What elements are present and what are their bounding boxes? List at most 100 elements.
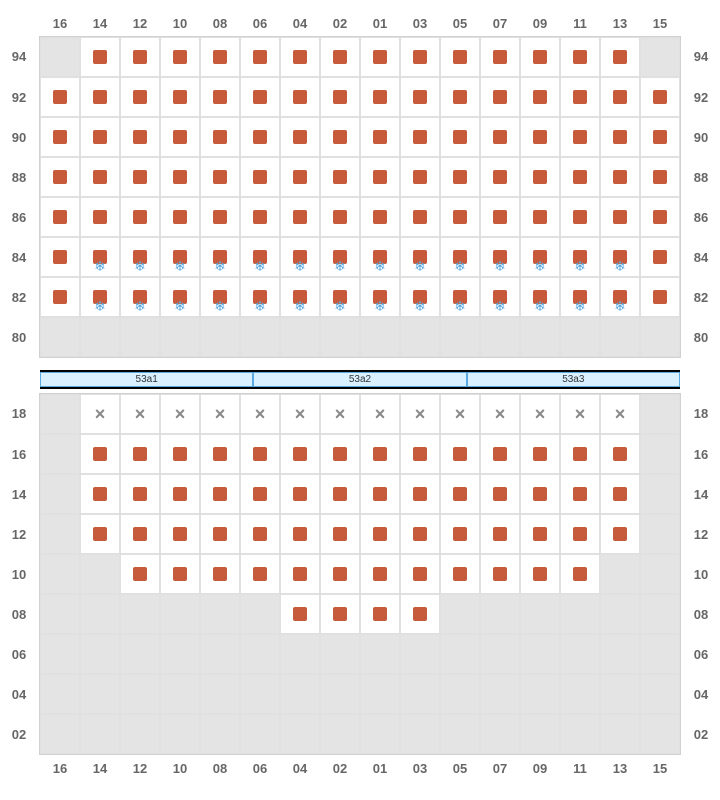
seat-cell[interactable] — [320, 37, 360, 77]
seat-cell[interactable]: × — [440, 394, 480, 434]
seat-cell[interactable] — [120, 474, 160, 514]
seat-cell[interactable]: ❄ — [520, 277, 560, 317]
seat-cell[interactable] — [320, 157, 360, 197]
seat-cell[interactable] — [240, 37, 280, 77]
seat-cell[interactable]: × — [160, 394, 200, 434]
seat-cell[interactable] — [280, 434, 320, 474]
seat-cell[interactable]: × — [280, 394, 320, 434]
seat-cell[interactable] — [440, 554, 480, 594]
seat-cell[interactable] — [200, 554, 240, 594]
seat-cell[interactable] — [240, 554, 280, 594]
seat-cell[interactable] — [240, 514, 280, 554]
seat-cell[interactable] — [480, 554, 520, 594]
seat-cell[interactable] — [440, 117, 480, 157]
seat-cell[interactable] — [360, 157, 400, 197]
seat-cell[interactable]: × — [240, 394, 280, 434]
seat-cell[interactable] — [480, 197, 520, 237]
seat-cell[interactable] — [240, 157, 280, 197]
seat-cell[interactable] — [200, 117, 240, 157]
seat-cell[interactable] — [160, 117, 200, 157]
seat-cell[interactable] — [560, 554, 600, 594]
seat-cell[interactable] — [640, 197, 680, 237]
seat-cell[interactable] — [160, 197, 200, 237]
seat-cell[interactable] — [560, 37, 600, 77]
seat-cell[interactable] — [640, 237, 680, 277]
seat-cell[interactable] — [640, 77, 680, 117]
seat-cell[interactable] — [360, 514, 400, 554]
seat-cell[interactable]: ❄ — [320, 237, 360, 277]
seat-cell[interactable] — [440, 77, 480, 117]
seat-cell[interactable]: ❄ — [280, 277, 320, 317]
seat-cell[interactable]: × — [320, 394, 360, 434]
seat-cell[interactable] — [480, 157, 520, 197]
divider-section[interactable]: 53a1 — [40, 372, 253, 387]
seat-cell[interactable] — [200, 77, 240, 117]
seat-cell[interactable]: ❄ — [600, 277, 640, 317]
seat-cell[interactable] — [280, 197, 320, 237]
seat-cell[interactable] — [560, 514, 600, 554]
seat-cell[interactable] — [640, 277, 680, 317]
seat-cell[interactable]: ❄ — [600, 237, 640, 277]
seat-cell[interactable] — [280, 514, 320, 554]
seat-cell[interactable] — [520, 434, 560, 474]
seat-cell[interactable] — [320, 594, 360, 634]
seat-cell[interactable] — [440, 157, 480, 197]
seat-cell[interactable] — [320, 474, 360, 514]
seat-cell[interactable] — [400, 157, 440, 197]
seat-cell[interactable] — [360, 117, 400, 157]
seat-cell[interactable]: ❄ — [240, 277, 280, 317]
seat-cell[interactable] — [240, 474, 280, 514]
seat-cell[interactable] — [40, 157, 80, 197]
seat-cell[interactable]: ❄ — [520, 237, 560, 277]
seat-cell[interactable]: ❄ — [480, 277, 520, 317]
seat-cell[interactable] — [560, 77, 600, 117]
seat-cell[interactable] — [320, 554, 360, 594]
seat-cell[interactable] — [520, 37, 560, 77]
seat-cell[interactable] — [320, 77, 360, 117]
seat-cell[interactable]: ❄ — [400, 277, 440, 317]
seat-cell[interactable] — [560, 157, 600, 197]
seat-cell[interactable] — [80, 77, 120, 117]
seat-cell[interactable]: ❄ — [560, 237, 600, 277]
seat-cell[interactable] — [360, 197, 400, 237]
seat-cell[interactable]: ❄ — [480, 237, 520, 277]
seat-cell[interactable]: × — [600, 394, 640, 434]
seat-cell[interactable] — [520, 554, 560, 594]
seat-cell[interactable] — [560, 434, 600, 474]
seat-cell[interactable] — [40, 277, 80, 317]
seat-cell[interactable] — [400, 37, 440, 77]
seat-cell[interactable] — [280, 594, 320, 634]
seat-cell[interactable] — [600, 434, 640, 474]
seat-cell[interactable]: ❄ — [200, 277, 240, 317]
seat-cell[interactable] — [360, 554, 400, 594]
seat-cell[interactable]: ❄ — [80, 277, 120, 317]
seat-cell[interactable] — [480, 77, 520, 117]
seat-cell[interactable] — [240, 197, 280, 237]
seat-cell[interactable] — [600, 474, 640, 514]
seat-cell[interactable] — [280, 474, 320, 514]
seat-cell[interactable] — [520, 157, 560, 197]
seat-cell[interactable] — [240, 117, 280, 157]
seat-cell[interactable] — [40, 197, 80, 237]
seat-cell[interactable] — [640, 117, 680, 157]
seat-cell[interactable] — [80, 514, 120, 554]
seat-cell[interactable] — [360, 77, 400, 117]
seat-cell[interactable] — [440, 37, 480, 77]
seat-cell[interactable] — [360, 594, 400, 634]
seat-cell[interactable] — [520, 197, 560, 237]
seat-cell[interactable] — [360, 474, 400, 514]
seat-cell[interactable]: ❄ — [160, 237, 200, 277]
divider-section[interactable]: 53a3 — [467, 372, 680, 387]
seat-cell[interactable] — [400, 474, 440, 514]
seat-cell[interactable]: ❄ — [80, 237, 120, 277]
seat-cell[interactable] — [480, 474, 520, 514]
seat-cell[interactable]: ❄ — [320, 277, 360, 317]
seat-cell[interactable] — [160, 514, 200, 554]
seat-cell[interactable] — [40, 237, 80, 277]
seat-cell[interactable] — [600, 157, 640, 197]
seat-cell[interactable] — [120, 197, 160, 237]
seat-cell[interactable] — [320, 117, 360, 157]
seat-cell[interactable] — [280, 37, 320, 77]
seat-cell[interactable] — [40, 117, 80, 157]
seat-cell[interactable] — [400, 77, 440, 117]
